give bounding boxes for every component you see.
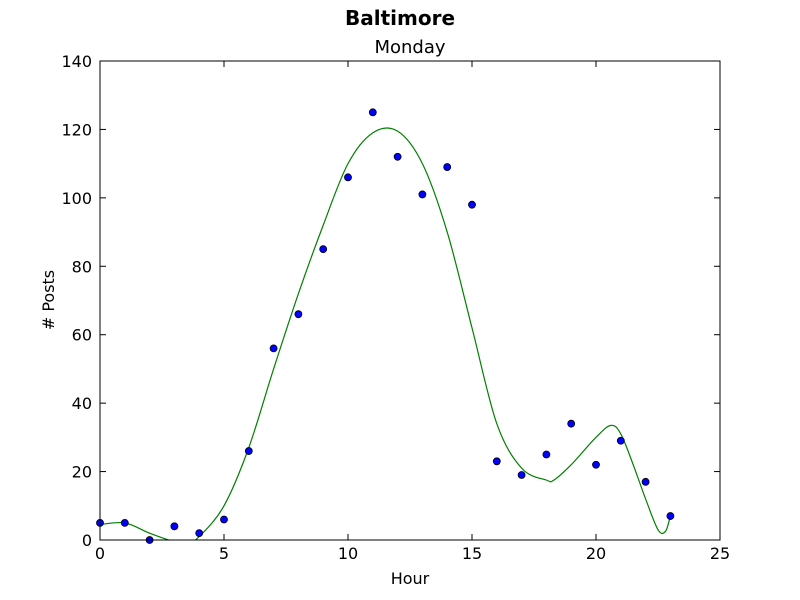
x-tick-label: 0 [95, 544, 105, 563]
data-points-layer [96, 108, 675, 544]
data-point [120, 518, 129, 527]
y-tick-label: 60 [72, 326, 92, 345]
fit-curve-layer [100, 127, 671, 540]
data-point [592, 460, 600, 469]
chart-title: Baltimore [344, 6, 456, 30]
data-point [567, 419, 576, 428]
x-tick-label: 20 [586, 544, 606, 563]
data-point [641, 477, 650, 486]
x-tick-label: 10 [338, 544, 358, 563]
x-tick-label: 25 [710, 544, 730, 563]
data-point [468, 200, 476, 209]
data-point [368, 108, 377, 117]
fit-curve [100, 127, 671, 540]
y-axis-label: # Posts [39, 270, 58, 330]
data-point [492, 457, 501, 466]
y-tick-label: 120 [61, 120, 92, 139]
axes-frame [99, 60, 721, 541]
data-point [344, 173, 352, 182]
data-point [220, 515, 228, 524]
data-point [269, 344, 278, 353]
data-point [616, 436, 625, 445]
data-point [418, 190, 427, 199]
data-point [170, 522, 179, 531]
x-axis-label: Hour [391, 569, 430, 588]
chart-subtitle: Monday [374, 37, 445, 58]
ticks-layer: 0 5 10 15 20 25 0 20 40 60 80 100 120 140 [61, 52, 730, 563]
data-point [517, 471, 526, 479]
data-point [195, 529, 204, 538]
data-point [319, 245, 328, 254]
y-tick-label: 40 [72, 394, 92, 413]
data-point [542, 450, 551, 459]
data-point [443, 163, 452, 171]
y-tick-label: 140 [61, 52, 92, 71]
data-point [294, 310, 303, 319]
y-tick-label: 20 [72, 463, 92, 482]
data-point [393, 152, 402, 161]
data-point [666, 512, 675, 520]
data-point [244, 447, 253, 455]
x-tick-label: 15 [462, 544, 482, 563]
y-tick-label: 0 [82, 531, 92, 550]
x-tick-label: 5 [219, 544, 229, 563]
y-tick-label: 80 [72, 257, 92, 276]
y-tick-label: 100 [61, 189, 92, 208]
